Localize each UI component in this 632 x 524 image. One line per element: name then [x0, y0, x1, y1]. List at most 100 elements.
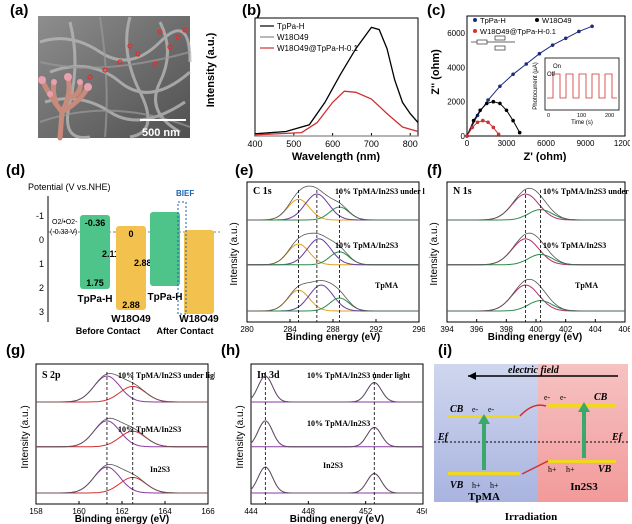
g-envelope [36, 463, 208, 494]
circuit-diagram [471, 35, 515, 51]
h-series-2: 10% TpMA/In2S3 [307, 419, 370, 428]
e-envelope [247, 232, 419, 266]
c-point [524, 62, 529, 66]
c-point [577, 29, 581, 34]
e-xtick: 296 [412, 325, 425, 334]
h-series-3: In2S3 [323, 461, 343, 470]
c-legend-2: W18O49 [542, 16, 572, 25]
g-series-1: 10% TpMA/In2S3 under light [118, 371, 215, 380]
i-h-left-1: h+ [472, 481, 481, 490]
d-before: Before Contact [76, 326, 141, 336]
c-ytick: 6000 [447, 29, 465, 38]
f-xtick: 406 [618, 325, 630, 334]
c-xtick: 6000 [537, 139, 555, 148]
panel-b-label: (b) [242, 2, 262, 19]
c-point [486, 120, 490, 125]
coral-inset [38, 73, 92, 141]
h-envelope [250, 375, 423, 403]
d-tppa-gap: 2.11 [102, 249, 119, 259]
i-h-right-1: h+ [548, 465, 557, 474]
e-xlabel: Binding energy (eV) [286, 332, 380, 342]
d-redox-v: (-0.33 V) [50, 229, 77, 236]
i-cb-left: CB [450, 404, 464, 415]
d-after: After Contact [156, 326, 213, 336]
i-h-right-2: h+ [566, 465, 575, 474]
c-point [496, 132, 501, 137]
f-xtick: 400 [529, 325, 543, 334]
d-w-band [116, 226, 146, 310]
d-tppa-band [80, 215, 110, 289]
d-w-vb: 2.88 [122, 300, 140, 310]
d-w-cb: 0 [128, 229, 133, 239]
f-fit-curve [447, 284, 625, 312]
f-series-3: TpMA [575, 281, 598, 290]
h-fit-curve [250, 466, 423, 494]
e-fit-curve [247, 193, 419, 221]
d-ytick-3: 1 [39, 259, 44, 269]
i-e-left-1: e- [472, 405, 479, 414]
c-point [498, 101, 502, 106]
d-yticks: -1 0 1 2 3 [36, 211, 44, 317]
d-ytick-1: -1 [36, 211, 44, 221]
c-ytick: 0 [461, 132, 466, 141]
h-xlabel: Binding energy (eV) [290, 514, 384, 524]
f-fit-curve [447, 193, 625, 221]
i-ef-right: Ef [611, 432, 624, 443]
c-xtick: 9000 [577, 139, 595, 148]
c-point [491, 99, 496, 104]
panel-d-label: (d) [6, 162, 26, 179]
g-xlabel: Binding energy (eV) [75, 514, 169, 524]
b-ylabel: Intensity (a.u.) [205, 32, 217, 107]
h-series-1: 10% TpMA/In2S3 under light [307, 371, 410, 380]
c-point [517, 130, 522, 135]
b-xtick: 600 [325, 139, 340, 149]
panel-b: (b) Intensity (a.u.) 400 500 600 700 800 Wav… [200, 2, 425, 162]
f-envelope [447, 232, 625, 266]
panel-c: (c) Z'' (ohm) 03000600090001200002000400… [425, 2, 630, 162]
i-e-right-1: e- [544, 393, 551, 402]
e-element: C 1s [253, 186, 272, 197]
i-right-name: In2S3 [570, 481, 598, 493]
scale-label: 500 nm [142, 127, 180, 139]
red-markers [87, 27, 188, 80]
e-fit-curve [247, 251, 419, 266]
panel-d: (d) Potential (V vs.NHE) -1 0 1 2 3 O2/•… [0, 162, 225, 342]
h-ylabel: Intensity (a.u.) [235, 405, 246, 468]
panel-i-label: (i) [438, 342, 453, 359]
panel-e-label: (e) [235, 162, 254, 179]
g-ylabel: Intensity (a.u.) [20, 405, 31, 468]
c-point [465, 134, 469, 138]
i-field: electric field [508, 365, 560, 376]
g-envelope [36, 372, 208, 403]
g-envelope [36, 417, 208, 448]
c-legend-3: W18O49@TpPa-H-0.1 [480, 27, 556, 36]
b-legend-2: W18O49 [277, 33, 309, 42]
c-xlabel: Z' (ohm) [524, 151, 567, 162]
g-series-3: In2S3 [150, 465, 170, 474]
d-tppa-name: TpPa-H [78, 294, 113, 305]
inset-xlabel: Time (s) [571, 120, 593, 126]
g-xtick: 166 [201, 507, 215, 516]
panel-g: (g) Intensity (a.u.) S 2p Binding energy… [0, 342, 215, 524]
c-point [471, 118, 476, 123]
h-xtick: 444 [244, 507, 258, 516]
g-xtick: 162 [115, 507, 129, 516]
f-element: N 1s [453, 186, 472, 197]
h-xtick: 448 [302, 507, 316, 516]
i-h-left-2: h+ [490, 481, 499, 490]
c-point [511, 118, 515, 123]
panel-f-label: (f) [427, 162, 442, 179]
f-xtick: 398 [500, 325, 514, 334]
i-e-right-2: e- [560, 393, 567, 402]
f-series-2: 10% TpMA/In2S3 [543, 241, 606, 250]
panel-g-label: (g) [6, 342, 26, 359]
f-fit-curve [447, 209, 625, 221]
i-caption: Irradiation [505, 511, 558, 523]
b-xtick: 400 [247, 139, 262, 149]
b-legend-3: W18O49@TpPa-H-0.1 [277, 44, 359, 53]
i-vb-left: VB [450, 480, 464, 491]
b-legend: TpPa-H W18O49 W18O49@TpPa-H-0.1 [260, 22, 359, 53]
d-tppa-vb: 1.75 [86, 278, 104, 288]
c-point [475, 120, 480, 125]
